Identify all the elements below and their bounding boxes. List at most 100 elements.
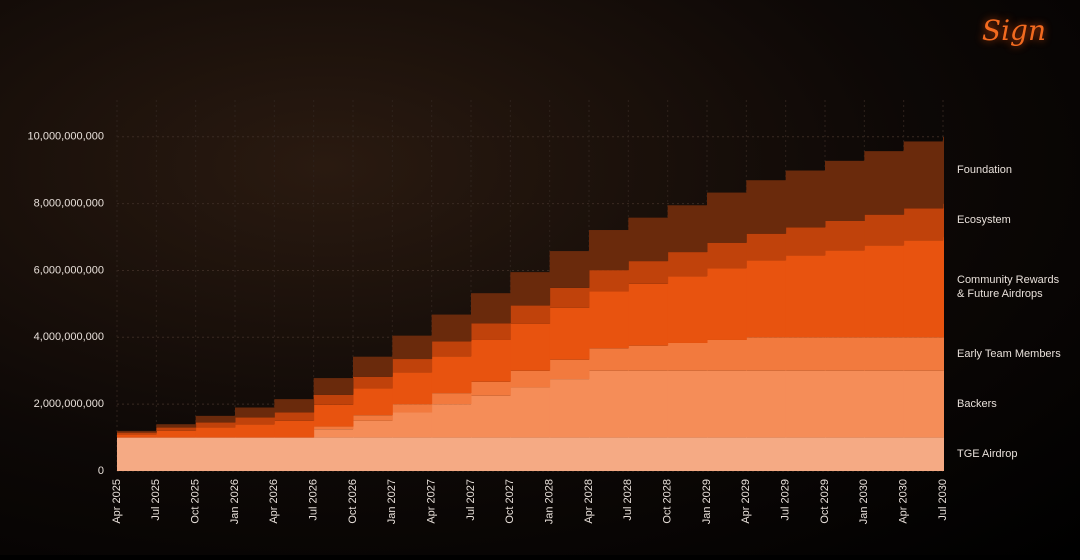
area-step [746,370,787,438]
x-tick-label: Jan 2029 [701,479,713,524]
area-step [117,430,157,433]
area-step [510,437,551,471]
area-step [903,240,944,338]
area-step [667,437,708,471]
area-step [274,412,315,421]
area-step [313,437,354,471]
area-step [353,356,393,377]
area-step [195,427,236,438]
area-step [667,276,708,343]
area-step [943,437,944,471]
area-step [628,345,669,371]
area-step [589,437,629,471]
x-tick-label: Apr 2028 [583,479,595,524]
area-step [707,370,747,438]
area-step [313,429,354,438]
area-step [628,370,669,438]
area-step [903,370,944,438]
area-step [825,437,865,471]
area-step [156,424,197,428]
area-step [353,376,393,389]
area-step [471,339,511,382]
x-tick-label: Jan 2028 [544,479,556,524]
area-step [549,359,590,380]
area-step [235,424,275,438]
area-step [903,208,944,241]
area-step [864,437,905,471]
area-step [195,422,236,428]
x-tick-label: Jul 2027 [465,479,477,521]
area-step [274,399,315,413]
x-tick-label: Apr 2027 [426,479,438,524]
area-step [235,437,275,471]
x-tick-label: Apr 2030 [898,479,910,524]
area-step [353,437,393,471]
legend-label: Ecosystem [957,214,1011,227]
area-step [353,420,393,438]
area-step [431,437,472,471]
x-tick-label: Apr 2026 [268,479,280,524]
x-tick-label: Apr 2029 [740,479,752,524]
x-tick-label: Oct 2027 [504,479,516,524]
area-step [864,245,905,338]
area-step [471,293,511,324]
area-step [353,415,393,421]
area-step [943,136,944,204]
area-step [943,337,944,371]
area-step [785,170,826,228]
x-tick-label: Jan 2026 [229,479,241,524]
area-step [903,437,944,471]
area-step [943,237,944,338]
area-step [628,261,669,284]
x-tick-label: Jul 2030 [937,479,949,521]
x-tick-label: Jan 2030 [858,479,870,524]
area-step [785,255,826,338]
area-step [785,337,826,371]
area-step [667,205,708,253]
area-step [510,272,551,306]
x-tick-label: Jul 2026 [308,479,320,521]
area-step [392,412,433,438]
legend-label: Community Rewards & Future Airdrops [957,274,1060,301]
x-tick-label: Apr 2025 [111,479,123,524]
area-step [864,337,905,371]
area-step [825,220,865,251]
area-step [313,394,354,405]
area-step [549,287,590,308]
area-step [667,342,708,371]
logo: Sign [981,14,1046,47]
area-step [785,370,826,438]
area-step [313,404,354,427]
x-tick-label: Jan 2027 [386,479,398,524]
y-tick-label: 8,000,000,000 [34,198,104,210]
area-step [117,437,157,471]
area-step [549,307,590,360]
area-step [156,430,197,438]
area-step [864,214,905,246]
area-step [392,372,433,405]
area-step [549,251,590,288]
area-step [117,432,157,435]
area-step [943,370,944,438]
x-tick-label: Oct 2025 [190,479,202,524]
area-step [510,370,551,388]
area-step [746,437,787,471]
area-step [392,437,433,471]
area-step [471,395,511,438]
area-step [471,323,511,340]
area-step [903,337,944,371]
area-step [864,370,905,438]
area-step [274,437,315,471]
area-step [707,192,747,243]
legend-label: Backers [957,398,997,411]
area-step [864,151,905,215]
area-step [589,348,629,371]
area-step [313,426,354,430]
area-step [707,339,747,371]
area-step [589,370,629,438]
x-tick-label: Jul 2025 [150,479,162,521]
area-step [235,407,275,418]
legend-label: TGE Airdrop [957,448,1018,461]
